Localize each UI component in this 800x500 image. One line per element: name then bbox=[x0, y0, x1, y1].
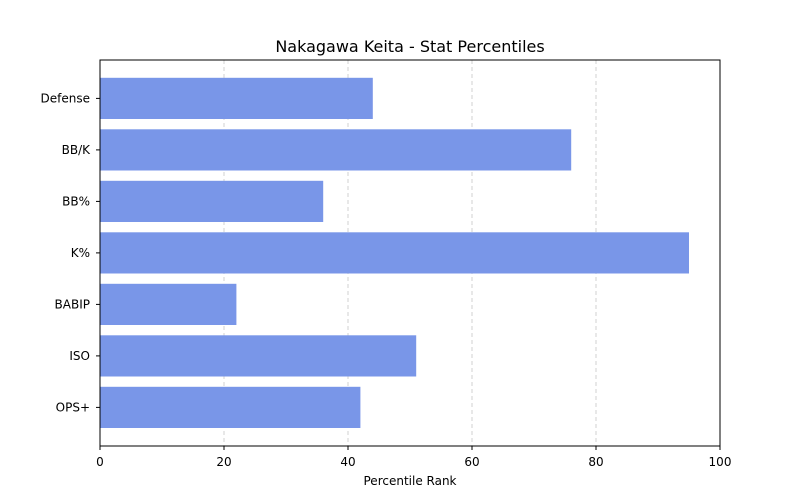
bar-defense bbox=[100, 77, 373, 119]
y-tick-label: BB% bbox=[62, 194, 90, 208]
y-tick-label: ISO bbox=[69, 349, 90, 363]
bar-iso bbox=[100, 335, 417, 377]
x-tick-label: 0 bbox=[96, 455, 104, 469]
bars bbox=[100, 77, 689, 428]
x-tick-label: 40 bbox=[340, 455, 355, 469]
y-axis: OPS+ ISO BABIP K% BB% BB/K Defense bbox=[41, 91, 100, 414]
y-tick-label: OPS+ bbox=[56, 400, 90, 414]
y-tick-label: BB/K bbox=[62, 143, 92, 157]
bar-k- bbox=[100, 232, 689, 274]
x-tick-label: 100 bbox=[709, 455, 732, 469]
bar-bb-k bbox=[100, 129, 572, 171]
x-tick-label: 20 bbox=[216, 455, 231, 469]
y-tick-label: Defense bbox=[41, 91, 90, 105]
y-tick-label: BABIP bbox=[55, 297, 90, 311]
x-axis-label: Percentile Rank bbox=[364, 474, 457, 488]
bar-ops- bbox=[100, 386, 361, 428]
x-tick-label: 80 bbox=[588, 455, 603, 469]
x-tick-label: 60 bbox=[464, 455, 479, 469]
chart-title: Nakagawa Keita - Stat Percentiles bbox=[275, 37, 544, 56]
y-tick-label: K% bbox=[71, 246, 90, 260]
x-axis: 0 20 40 60 80 100 bbox=[96, 446, 731, 469]
bar-babip bbox=[100, 283, 237, 325]
bar-bb- bbox=[100, 180, 324, 222]
